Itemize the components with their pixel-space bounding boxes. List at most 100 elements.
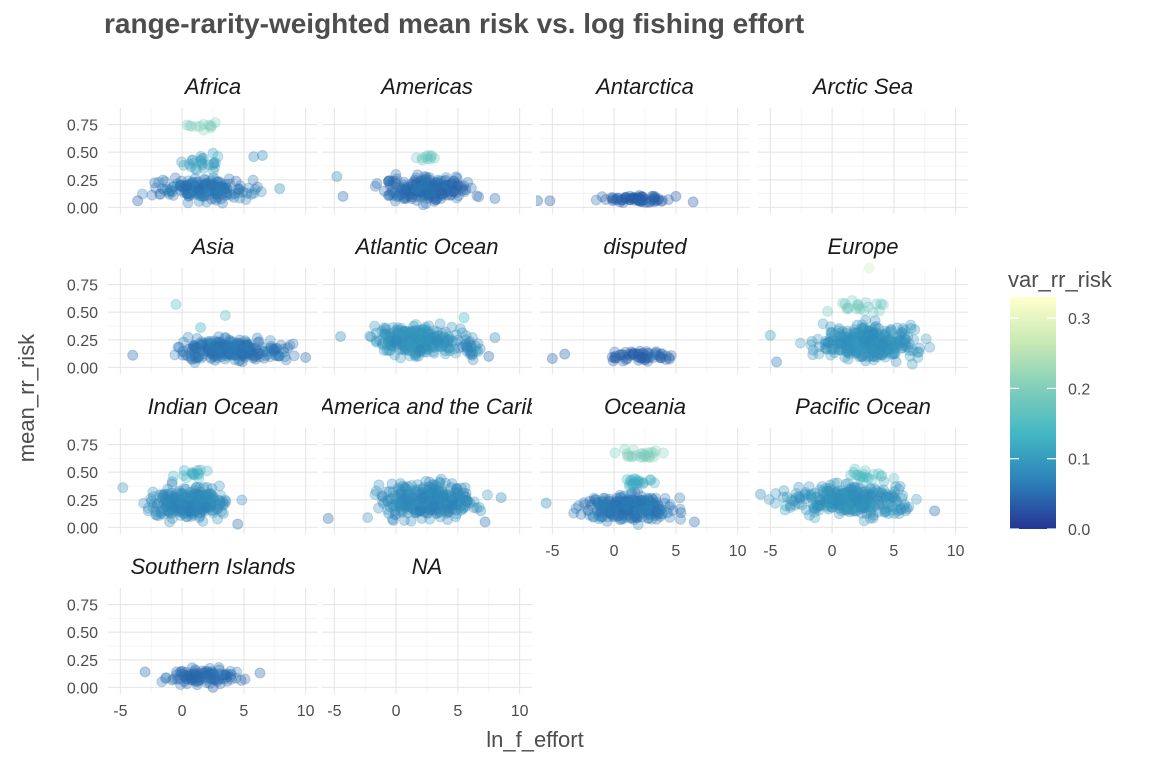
data-point <box>614 504 626 516</box>
data-point <box>176 506 188 518</box>
data-point <box>830 497 842 509</box>
data-point <box>402 481 414 493</box>
data-point <box>902 341 914 353</box>
data-point <box>401 495 413 507</box>
data-point <box>156 183 168 195</box>
data-point <box>403 339 415 351</box>
data-point <box>161 498 173 510</box>
data-point <box>840 503 852 515</box>
data-point <box>473 501 485 513</box>
data-point <box>400 326 412 338</box>
data-point <box>610 352 622 364</box>
data-point <box>195 190 207 202</box>
data-point <box>246 347 258 359</box>
data-point <box>197 181 209 193</box>
data-point <box>625 512 637 524</box>
data-point <box>429 490 441 502</box>
data-point <box>212 191 224 203</box>
data-point <box>449 343 461 355</box>
data-point <box>602 506 614 518</box>
data-point <box>816 494 828 506</box>
data-point <box>213 343 225 355</box>
data-point <box>441 335 453 347</box>
data-point <box>425 177 437 189</box>
data-point <box>228 339 240 351</box>
data-point <box>646 190 658 202</box>
data-point <box>458 487 470 499</box>
data-point <box>623 499 635 511</box>
data-point <box>385 339 397 351</box>
data-point <box>369 320 381 332</box>
data-point <box>451 172 463 184</box>
data-point <box>438 491 450 503</box>
data-point <box>885 342 897 354</box>
data-point <box>851 492 863 504</box>
data-point <box>399 184 411 196</box>
data-point <box>860 340 872 352</box>
data-point <box>224 336 236 348</box>
data-point <box>415 340 427 352</box>
data-point <box>833 491 845 503</box>
data-point <box>623 509 635 521</box>
data-point <box>398 481 410 493</box>
data-point <box>615 504 627 516</box>
data-point <box>403 184 415 196</box>
data-point <box>208 668 220 680</box>
data-point <box>833 493 845 505</box>
data-point <box>636 503 648 515</box>
data-point <box>200 674 212 686</box>
data-point <box>240 345 252 357</box>
data-point <box>394 332 406 344</box>
data-point <box>929 505 941 517</box>
data-point <box>879 506 891 518</box>
data-point <box>228 343 240 355</box>
data-point <box>409 499 421 511</box>
data-point <box>621 494 633 506</box>
data-point <box>452 489 464 501</box>
data-point <box>427 484 439 496</box>
data-point <box>823 495 835 507</box>
data-point <box>403 327 415 339</box>
data-point <box>848 337 860 349</box>
data-point <box>413 333 425 345</box>
data-point <box>198 497 210 509</box>
data-point <box>446 498 458 510</box>
data-point <box>417 179 429 191</box>
data-point <box>431 492 443 504</box>
data-point <box>188 349 200 361</box>
data-point <box>217 496 229 508</box>
data-point <box>187 177 199 189</box>
data-point <box>174 180 186 192</box>
data-point <box>626 348 638 360</box>
data-point <box>452 190 464 202</box>
data-point <box>855 507 867 519</box>
data-point <box>425 332 437 344</box>
data-point <box>432 488 444 500</box>
data-point <box>836 331 848 343</box>
data-point <box>221 187 233 199</box>
data-point <box>415 175 427 187</box>
legend-tick-label: 0.1 <box>1068 452 1090 469</box>
data-point <box>605 503 617 515</box>
data-point <box>847 331 859 343</box>
data-point <box>430 484 442 496</box>
data-point <box>431 192 443 204</box>
data-point <box>830 335 842 347</box>
data-point <box>622 348 634 360</box>
data-point <box>418 184 430 196</box>
data-point <box>420 185 432 197</box>
data-point <box>687 196 699 208</box>
data-point <box>408 182 420 194</box>
data-point <box>226 349 238 361</box>
data-point <box>425 153 437 165</box>
data-point <box>174 666 186 678</box>
data-point <box>188 179 200 191</box>
data-point <box>196 665 208 677</box>
data-point <box>188 342 200 354</box>
data-point <box>857 338 869 350</box>
data-point <box>205 122 217 134</box>
data-point <box>632 348 644 360</box>
data-point <box>607 509 619 521</box>
data-point <box>891 336 903 348</box>
